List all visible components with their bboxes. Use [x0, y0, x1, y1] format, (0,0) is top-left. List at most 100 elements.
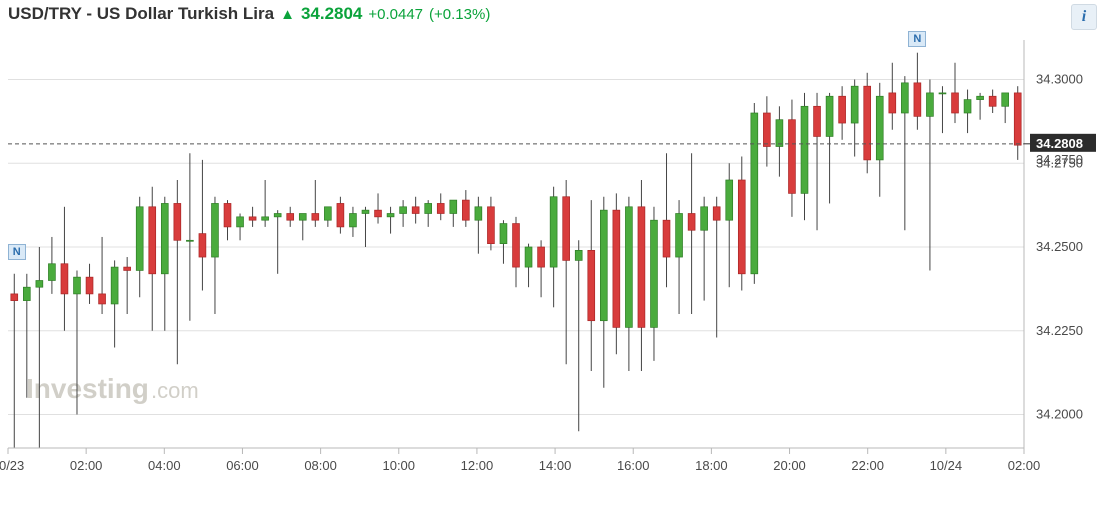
candle	[789, 120, 796, 194]
candle	[99, 294, 106, 304]
candle	[763, 113, 770, 147]
x-tick-label: 12:00	[461, 458, 494, 473]
candle	[726, 180, 733, 220]
x-tick-label: 02:00	[70, 458, 103, 473]
candle	[864, 86, 871, 160]
candle	[989, 96, 996, 106]
candle	[588, 250, 595, 320]
x-tick-label: 06:00	[226, 458, 259, 473]
candle	[249, 217, 256, 220]
candle	[161, 203, 168, 273]
candle	[876, 96, 883, 160]
current-price: 34.2804	[301, 4, 362, 24]
x-tick-label: 10/23	[0, 458, 24, 473]
candle	[324, 207, 331, 220]
pair-label: USD/TRY - US Dollar Turkish Lira	[8, 4, 274, 24]
candle	[525, 247, 532, 267]
candle	[713, 207, 720, 220]
candle	[400, 207, 407, 214]
candle	[939, 93, 946, 94]
candle	[600, 210, 607, 321]
watermark: Investing	[26, 373, 149, 404]
candle	[738, 180, 745, 274]
candle	[237, 217, 244, 227]
candle	[575, 250, 582, 260]
candle	[901, 83, 908, 113]
x-tick-label: 04:00	[148, 458, 181, 473]
arrow-up-icon: ▲	[280, 6, 295, 23]
news-badge[interactable]: N	[908, 31, 926, 47]
x-tick-label: 10/24	[930, 458, 963, 473]
candle	[688, 214, 695, 231]
candle	[86, 277, 93, 294]
candle	[36, 281, 43, 288]
candle	[262, 217, 269, 220]
candle	[475, 207, 482, 220]
candle	[851, 86, 858, 123]
candle	[462, 200, 469, 220]
candle	[362, 210, 369, 213]
candle	[61, 264, 68, 294]
candle	[625, 207, 632, 328]
candle	[412, 207, 419, 214]
current-price-label: 34.2808	[1036, 136, 1083, 151]
y-tick-faded: 34.2750	[1036, 152, 1083, 167]
candle	[550, 197, 557, 267]
candle	[74, 277, 81, 294]
y-tick-label: 34.3000	[1036, 72, 1083, 87]
chart-header: USD/TRY - US Dollar Turkish Lira ▲ 34.28…	[0, 0, 1105, 26]
candle	[839, 96, 846, 123]
candle	[751, 113, 758, 274]
candle	[174, 203, 181, 240]
candle	[23, 287, 30, 300]
info-button[interactable]: i	[1071, 4, 1097, 30]
x-tick-label: 18:00	[695, 458, 728, 473]
candlestick-chart[interactable]: 34.2000 34.2250 34.2500 34.2750 34.3000 Inves…	[0, 28, 1105, 489]
watermark-suffix: .com	[151, 378, 199, 403]
candle	[312, 214, 319, 221]
candle	[375, 210, 382, 217]
news-badge[interactable]: N	[8, 244, 26, 260]
candle	[513, 224, 520, 268]
candle	[437, 203, 444, 213]
candle	[926, 93, 933, 116]
candle	[500, 224, 507, 244]
candle	[676, 214, 683, 258]
info-icon: i	[1082, 8, 1086, 26]
candle	[889, 93, 896, 113]
candle	[663, 220, 670, 257]
x-tick-label: 10:00	[382, 458, 415, 473]
candle	[387, 214, 394, 217]
candle	[349, 214, 356, 227]
candle	[538, 247, 545, 267]
candle	[952, 93, 959, 113]
candle	[613, 210, 620, 327]
candle	[701, 207, 708, 230]
candle	[212, 203, 219, 257]
y-tick-label: 34.2250	[1036, 323, 1083, 338]
delta-absolute: +0.0447	[368, 6, 423, 23]
candle	[651, 220, 658, 327]
candle	[801, 106, 808, 193]
candle	[1002, 93, 1009, 106]
candle	[337, 203, 344, 226]
candle	[274, 214, 281, 217]
candle	[425, 203, 432, 213]
x-tick-label: 20:00	[773, 458, 806, 473]
candle	[11, 294, 18, 301]
candle	[487, 207, 494, 244]
candle	[224, 203, 231, 226]
x-tick-label: 02:00	[1008, 458, 1041, 473]
candle	[111, 267, 118, 304]
x-tick-label: 14:00	[539, 458, 572, 473]
candle	[149, 207, 156, 274]
candle	[136, 207, 143, 271]
y-tick-label: 34.2500	[1036, 239, 1083, 254]
candle	[48, 264, 55, 281]
candle	[776, 120, 783, 147]
x-tick-label: 16:00	[617, 458, 650, 473]
candle	[1014, 93, 1021, 145]
candle	[964, 100, 971, 113]
candle	[287, 214, 294, 221]
y-tick-label: 34.2000	[1036, 407, 1083, 422]
